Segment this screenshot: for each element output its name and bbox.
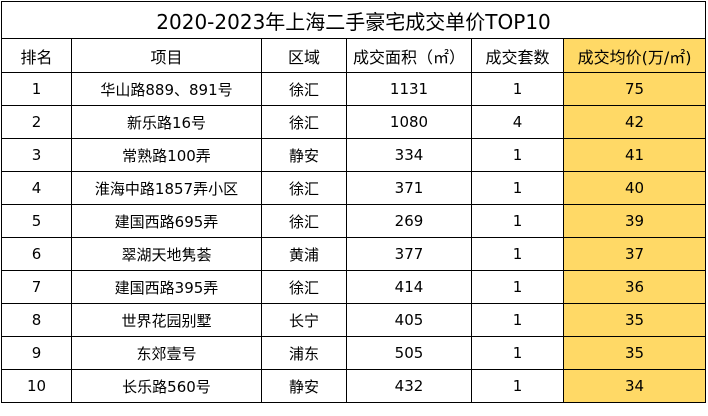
table-row: 3 常熟路100弄 静安 334 1 41 <box>1 138 707 172</box>
cell-price[interactable]: 42 <box>562 105 707 139</box>
table-row: 4 淮海中路1857弄小区 徐汇 371 1 40 <box>1 171 707 205</box>
cell-sets[interactable]: 1 <box>471 171 564 205</box>
cell-sets[interactable]: 4 <box>471 105 564 139</box>
cell-rank[interactable]: 2 <box>1 105 72 139</box>
cell-district[interactable]: 徐汇 <box>261 72 347 106</box>
header-sets[interactable]: 成交套数 <box>471 38 564 73</box>
cell-sets[interactable]: 1 <box>471 369 564 403</box>
cell-rank[interactable]: 9 <box>1 336 72 370</box>
table-row: 6 翠湖天地隽荟 黄浦 377 1 37 <box>1 237 707 271</box>
cell-price[interactable]: 41 <box>562 138 707 172</box>
cell-sets[interactable]: 1 <box>471 72 564 106</box>
cell-rank[interactable]: 1 <box>1 72 72 106</box>
header-area[interactable]: 成交面积（㎡） <box>346 38 472 73</box>
cell-price[interactable]: 36 <box>562 270 707 304</box>
cell-district[interactable]: 长宁 <box>261 303 347 337</box>
cell-area[interactable]: 1080 <box>346 105 472 139</box>
cell-price[interactable]: 35 <box>562 336 707 370</box>
cell-area[interactable]: 334 <box>346 138 472 172</box>
table-body: 1 华山路889、891号 徐汇 1131 1 75 2 新乐路16号 徐汇 1080 4 42 3 常熟… <box>1 72 707 403</box>
table-row: 10 长乐路560号 静安 432 1 34 <box>1 369 707 403</box>
cell-district[interactable]: 浦东 <box>261 336 347 370</box>
cell-rank[interactable]: 6 <box>1 237 72 271</box>
cell-area[interactable]: 405 <box>346 303 472 337</box>
cell-project[interactable]: 世界花园别墅 <box>71 303 262 337</box>
cell-district[interactable]: 静安 <box>261 369 347 403</box>
cell-area[interactable]: 269 <box>346 204 472 238</box>
cell-price[interactable]: 75 <box>562 72 707 106</box>
cell-area[interactable]: 432 <box>346 369 472 403</box>
table-row: 5 建国西路695弄 徐汇 269 1 39 <box>1 204 707 238</box>
cell-project[interactable]: 淮海中路1857弄小区 <box>71 171 262 205</box>
cell-project[interactable]: 翠湖天地隽荟 <box>71 237 262 271</box>
cell-rank[interactable]: 3 <box>1 138 72 172</box>
cell-district[interactable]: 静安 <box>261 138 347 172</box>
cell-sets[interactable]: 1 <box>471 303 564 337</box>
table-row: 7 建国西路395弄 徐汇 414 1 36 <box>1 270 707 304</box>
table-row: 8 世界花园别墅 长宁 405 1 35 <box>1 303 707 337</box>
cell-project[interactable]: 常熟路100弄 <box>71 138 262 172</box>
cell-price[interactable]: 34 <box>562 369 707 403</box>
cell-sets[interactable]: 1 <box>471 138 564 172</box>
cell-project[interactable]: 新乐路16号 <box>71 105 262 139</box>
cell-sets[interactable]: 1 <box>471 270 564 304</box>
header-rank[interactable]: 排名 <box>1 38 72 73</box>
cell-area[interactable]: 371 <box>346 171 472 205</box>
cell-price[interactable]: 40 <box>562 171 707 205</box>
cell-project[interactable]: 建国西路695弄 <box>71 204 262 238</box>
cell-rank[interactable]: 8 <box>1 303 72 337</box>
cell-sets[interactable]: 1 <box>471 336 564 370</box>
cell-rank[interactable]: 10 <box>1 369 72 403</box>
cell-district[interactable]: 徐汇 <box>261 270 347 304</box>
cell-rank[interactable]: 7 <box>1 270 72 304</box>
cell-district[interactable]: 黄浦 <box>261 237 347 271</box>
cell-project[interactable]: 华山路889、891号 <box>71 72 262 106</box>
table-row: 1 华山路889、891号 徐汇 1131 1 75 <box>1 72 707 106</box>
cell-price[interactable]: 37 <box>562 237 707 271</box>
cell-price[interactable]: 35 <box>562 303 707 337</box>
header-district[interactable]: 区域 <box>261 38 347 73</box>
table-title[interactable]: 2020-2023年上海二手豪宅成交单价TOP10 <box>0 1 707 39</box>
header-project[interactable]: 项目 <box>71 38 262 73</box>
cell-project[interactable]: 东郊壹号 <box>71 336 262 370</box>
cell-area[interactable]: 377 <box>346 237 472 271</box>
cell-rank[interactable]: 5 <box>1 204 72 238</box>
cell-area[interactable]: 414 <box>346 270 472 304</box>
cell-area[interactable]: 505 <box>346 336 472 370</box>
cell-district[interactable]: 徐汇 <box>261 204 347 238</box>
cell-project[interactable]: 长乐路560号 <box>71 369 262 403</box>
cell-sets[interactable]: 1 <box>471 204 564 238</box>
cell-project[interactable]: 建国西路395弄 <box>71 270 262 304</box>
top10-table: 2020-2023年上海二手豪宅成交单价TOP10 排名 项目 区域 成交面积（… <box>0 1 707 403</box>
cell-rank[interactable]: 4 <box>1 171 72 205</box>
header-price[interactable]: 成交均价(万/㎡) <box>562 38 707 73</box>
cell-price[interactable]: 39 <box>562 204 707 238</box>
cell-sets[interactable]: 1 <box>471 237 564 271</box>
table-row: 2 新乐路16号 徐汇 1080 4 42 <box>1 105 707 139</box>
table-row: 9 东郊壹号 浦东 505 1 35 <box>1 336 707 370</box>
cell-district[interactable]: 徐汇 <box>261 105 347 139</box>
cell-district[interactable]: 徐汇 <box>261 171 347 205</box>
cell-area[interactable]: 1131 <box>346 72 472 106</box>
